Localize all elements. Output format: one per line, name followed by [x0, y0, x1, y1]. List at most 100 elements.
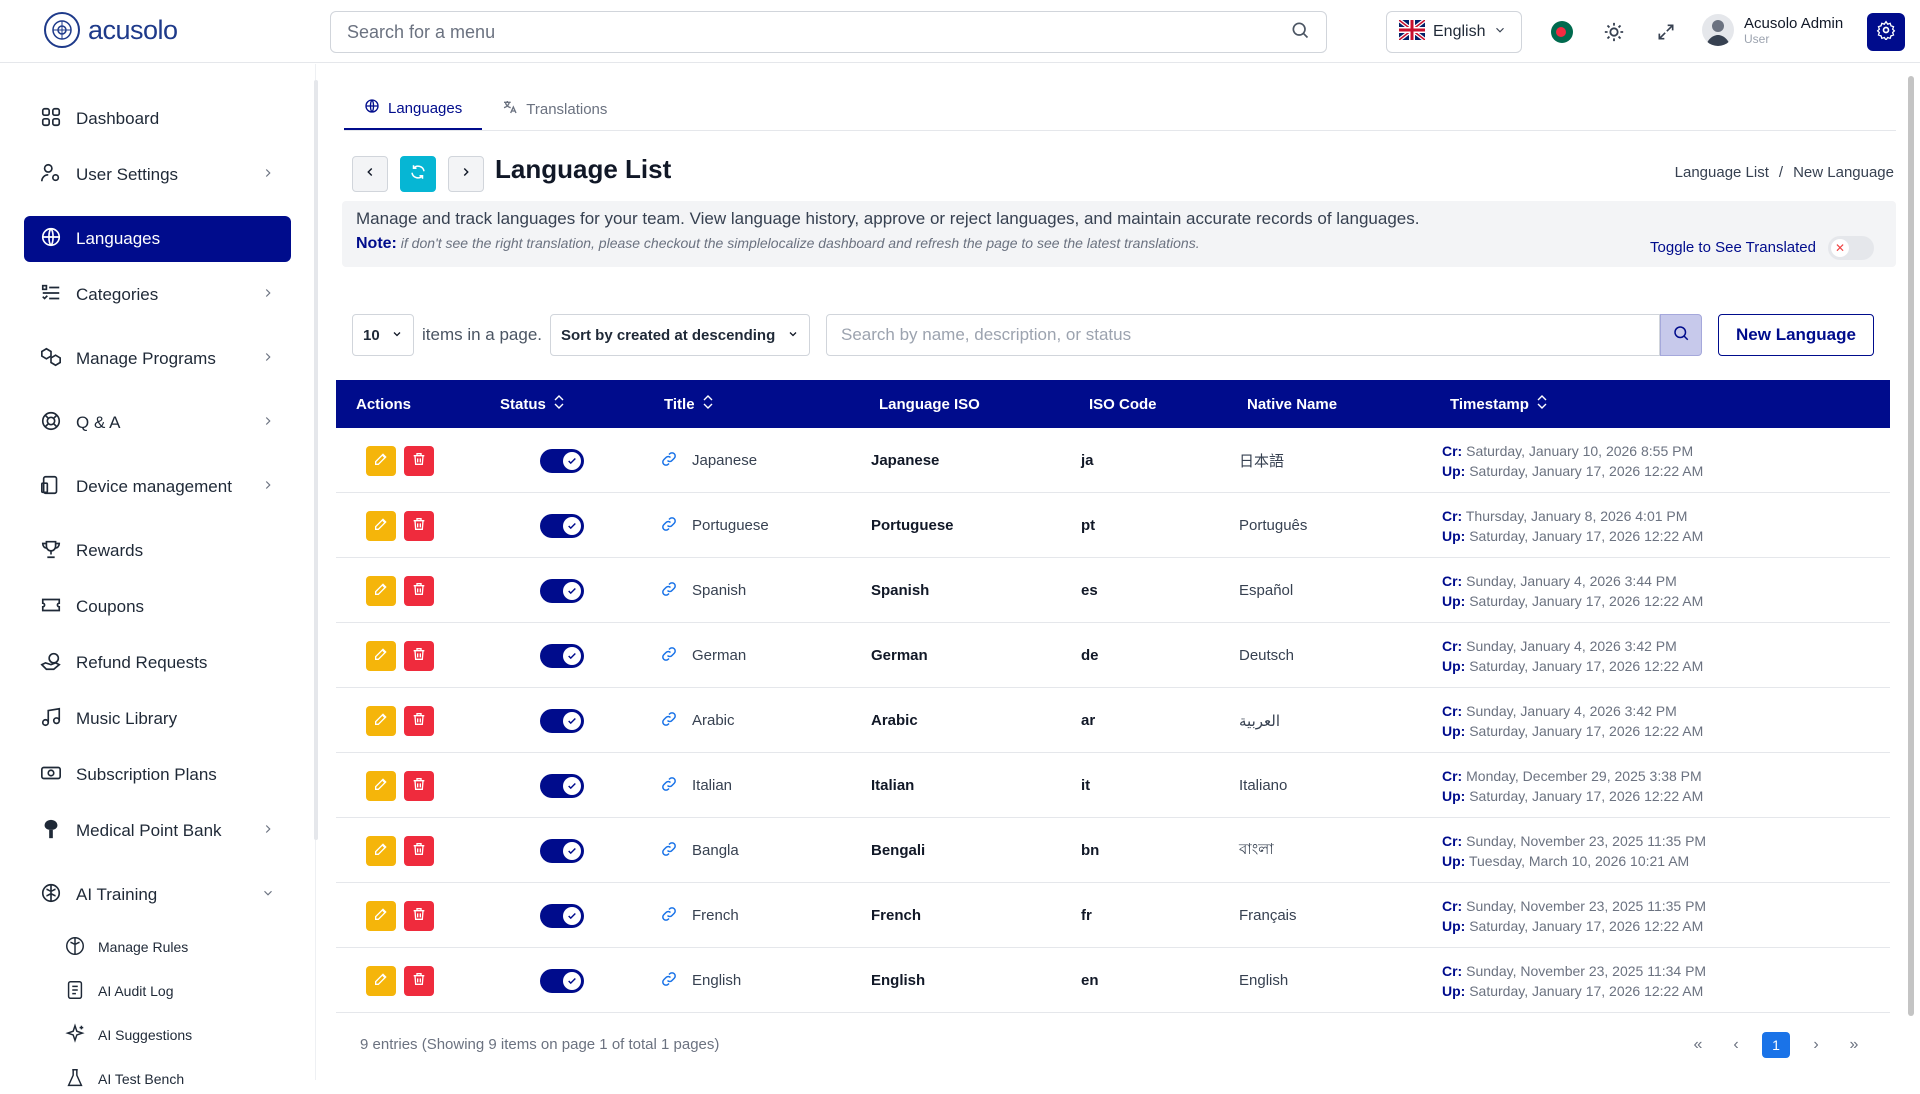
status-toggle[interactable] [540, 773, 584, 798]
table-search-input[interactable] [841, 325, 1645, 345]
logo[interactable]: acusolo [44, 12, 178, 48]
search-icon[interactable] [1290, 20, 1310, 45]
toggle-translated-switch[interactable]: ✕ [1828, 236, 1874, 260]
first-page-button[interactable]: « [1693, 1036, 1703, 1053]
refresh-button[interactable] [400, 156, 436, 192]
user-role: User [1744, 31, 1770, 46]
table-row: German German de Deutsch Cr: Sunday, Jan… [336, 623, 1890, 688]
status-toggle[interactable] [540, 578, 584, 603]
iso-code: en [1081, 972, 1099, 989]
sort-select[interactable]: Sort by created at descending [550, 314, 810, 356]
user-menu[interactable]: Acusolo Admin User [1702, 14, 1843, 46]
last-page-button[interactable]: » [1849, 1036, 1859, 1053]
header-status[interactable]: Status [500, 380, 564, 428]
table-search-button[interactable] [1660, 314, 1702, 356]
iso-code: pt [1081, 517, 1096, 534]
edit-button[interactable] [366, 705, 396, 736]
page-button-1[interactable]: 1 [1762, 1032, 1790, 1058]
link-icon[interactable] [660, 580, 678, 602]
status-toggle[interactable] [540, 838, 584, 863]
header-timestamp[interactable]: Timestamp [1450, 380, 1547, 428]
next-page-button[interactable]: › [1813, 1036, 1819, 1053]
uk-flag-icon [1397, 17, 1427, 45]
status-toggle[interactable] [540, 708, 584, 733]
sidebar-item-subscription-plans[interactable]: Subscription Plans [24, 752, 291, 798]
edit-button[interactable] [366, 900, 396, 931]
sidebar-item-languages[interactable]: Languages [24, 216, 291, 262]
delete-button[interactable] [404, 900, 434, 931]
sidebar-item-rewards[interactable]: Rewards [24, 528, 291, 574]
forward-button[interactable] [448, 156, 484, 192]
edit-button[interactable] [366, 575, 396, 606]
sidebar-item-categories[interactable]: Categories [24, 272, 291, 318]
delete-button[interactable] [404, 705, 434, 736]
prev-page-button[interactable]: ‹ [1733, 1036, 1739, 1053]
link-icon[interactable] [660, 905, 678, 927]
status-toggle[interactable] [540, 513, 584, 538]
sidebar-item-manage-programs[interactable]: Manage Programs [24, 336, 291, 382]
settings-button[interactable] [1867, 13, 1905, 51]
delete-button[interactable] [404, 835, 434, 866]
sidebar-subitem-manage-rules[interactable]: Manage Rules [64, 932, 188, 962]
bangladesh-flag-icon[interactable] [1546, 16, 1578, 48]
sidebar-subitem-ai-audit-log[interactable]: AI Audit Log [64, 976, 174, 1006]
status-toggle[interactable] [540, 643, 584, 668]
edit-button[interactable] [366, 770, 396, 801]
delete-button[interactable] [404, 640, 434, 671]
sidebar-item-device-management[interactable]: Device management [24, 464, 291, 510]
edit-button[interactable] [366, 835, 396, 866]
sidebar-item-label: Q & A [76, 413, 121, 432]
check-icon [563, 906, 581, 925]
tab-translations[interactable]: Translations [482, 88, 627, 130]
status-toggle[interactable] [540, 903, 584, 928]
sidebar-item-refund-requests[interactable]: Refund Requests [24, 640, 291, 686]
sidebar-item-ai-training[interactable]: AI Training [24, 872, 291, 918]
language-select[interactable]: English [1386, 11, 1522, 53]
delete-button[interactable] [404, 770, 434, 801]
theme-sun-icon[interactable] [1598, 16, 1630, 48]
link-icon[interactable] [660, 710, 678, 732]
edit-button[interactable] [366, 965, 396, 996]
delete-button[interactable] [404, 510, 434, 541]
status-toggle[interactable] [540, 448, 584, 473]
sort-icon [554, 395, 564, 413]
breadcrumb-item-new-language[interactable]: New Language [1793, 164, 1894, 181]
sidebar-item-dashboard[interactable]: Dashboard [24, 96, 291, 142]
header-title[interactable]: Title [664, 380, 713, 428]
sidebar-item-qa[interactable]: Q & A [24, 400, 291, 446]
status-toggle[interactable] [540, 968, 584, 993]
sidebar-subitem-ai-suggestions[interactable]: AI Suggestions [64, 1020, 192, 1050]
delete-button[interactable] [404, 445, 434, 476]
link-icon[interactable] [660, 775, 678, 797]
edit-button[interactable] [366, 445, 396, 476]
per-page-select[interactable]: 10 [352, 314, 414, 356]
edit-button[interactable] [366, 640, 396, 671]
sidebar-subitem-label: AI Test Bench [98, 1071, 185, 1087]
sidebar-scrollbar[interactable] [314, 80, 318, 840]
sidebar-item-coupons[interactable]: Coupons [24, 584, 291, 630]
sidebar-item-medical-point-bank[interactable]: Medical Point Bank [24, 808, 291, 854]
sidebar-item-user-settings[interactable]: User Settings [24, 152, 291, 198]
trash-icon [411, 906, 427, 926]
breadcrumb-item-language-list[interactable]: Language List [1674, 164, 1769, 181]
sidebar-subitem-ai-test-bench[interactable]: AI Test Bench [64, 1064, 184, 1094]
sidebar-item-music-library[interactable]: Music Library [24, 696, 291, 742]
link-icon[interactable] [660, 450, 678, 472]
table-row: Arabic Arabic ar العربية Cr: Sunday, Jan… [336, 688, 1890, 753]
scrollbar-thumb[interactable] [1908, 76, 1914, 1016]
link-icon[interactable] [660, 645, 678, 667]
fullscreen-icon[interactable] [1650, 16, 1682, 48]
tab-languages[interactable]: Languages [344, 88, 483, 130]
new-language-button[interactable]: New Language [1718, 314, 1874, 356]
check-icon [563, 711, 581, 730]
edit-button[interactable] [366, 510, 396, 541]
link-icon[interactable] [660, 515, 678, 537]
menu-search-input[interactable] [347, 21, 1290, 43]
back-button[interactable] [352, 156, 388, 192]
delete-button[interactable] [404, 965, 434, 996]
sidebar-item-label: Device management [76, 477, 232, 496]
link-icon[interactable] [660, 840, 678, 862]
link-icon[interactable] [660, 970, 678, 992]
page-scrollbar[interactable] [1906, 64, 1916, 1080]
delete-button[interactable] [404, 575, 434, 606]
